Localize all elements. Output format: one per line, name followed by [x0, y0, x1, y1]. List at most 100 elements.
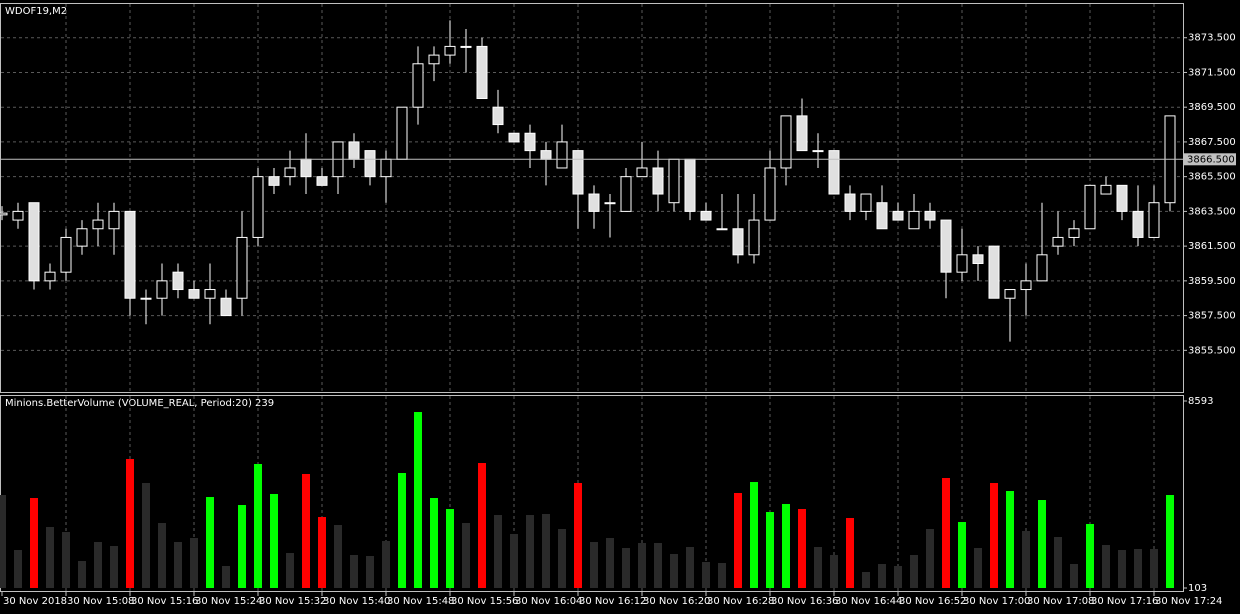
candle-body [108, 210, 120, 230]
candle-body [252, 176, 264, 238]
x-tick-label: 30 Nov 15:24 [195, 596, 262, 607]
candle-body [92, 219, 104, 230]
candle-body [76, 228, 88, 247]
volume-bar [206, 497, 214, 588]
candle-body [684, 158, 696, 212]
volume-bar [1134, 548, 1142, 588]
candle-body [476, 45, 488, 100]
volume-bar [622, 548, 630, 588]
x-tick-label: 30 Nov 15:56 [451, 596, 518, 607]
y-tick-label: 3869.500 [1188, 102, 1236, 113]
candle-body [1068, 228, 1080, 238]
volume-bar [238, 505, 246, 588]
x-tick-label: 30 Nov 16:28 [707, 596, 774, 607]
volume-bar [510, 533, 518, 588]
candle-body [732, 228, 744, 256]
volume-bar [350, 555, 358, 588]
volume-bar [46, 527, 54, 588]
volume-bar [958, 522, 966, 588]
volume-bar [174, 542, 182, 588]
candle-body [572, 150, 584, 195]
volume-bar [78, 560, 86, 588]
volume-bar [942, 478, 950, 588]
volume-bar [1070, 563, 1078, 588]
candle-body [796, 115, 808, 152]
volume-bar [782, 503, 790, 588]
candle-body [924, 210, 936, 221]
candle-body [844, 193, 856, 212]
candle-body [268, 176, 280, 186]
volume-bar [574, 483, 582, 588]
volume-bar [494, 515, 502, 588]
volume-bar [462, 523, 470, 588]
volume-bar [446, 508, 454, 588]
volume-bar [1102, 545, 1110, 588]
volume-bar [286, 553, 294, 588]
y-tick-label: 3865.500 [1188, 172, 1236, 183]
candle-body [1004, 289, 1016, 299]
candle-body [300, 158, 312, 178]
candle-body [956, 254, 968, 273]
volume-bar [638, 543, 646, 588]
x-tick-label: 30 Nov 2018 [3, 596, 67, 607]
price-label: 3866.500 [1187, 154, 1235, 165]
candle-body [1084, 184, 1096, 230]
candle-body [364, 150, 376, 178]
volume-bar [1054, 537, 1062, 588]
candle-body [44, 271, 56, 282]
volume-bar [190, 538, 198, 588]
volume-bar [750, 482, 758, 588]
y-tick-label: 3873.500 [1188, 33, 1236, 44]
candle-body [316, 176, 328, 186]
volume-bar [526, 515, 534, 588]
volume-bar [590, 542, 598, 588]
candle-body [412, 63, 424, 108]
x-tick-label: 30 Nov 17:00 [963, 596, 1030, 607]
volume-bar [846, 518, 854, 588]
candle-body [380, 158, 392, 178]
candle-body [940, 219, 952, 273]
volume-panel [0, 395, 1184, 592]
candle-body [652, 167, 664, 195]
x-tick-label: 30 Nov 16:36 [771, 596, 838, 607]
candle-body [0, 212, 8, 216]
candle-body [588, 193, 600, 212]
volume-bar [670, 554, 678, 588]
volume-bar [974, 548, 982, 588]
candle-body [604, 202, 616, 205]
candle-body [876, 202, 888, 230]
volume-bar [558, 528, 566, 588]
x-tick-label: 30 Nov 16:12 [579, 596, 646, 607]
y-tick-label: 3857.500 [1188, 311, 1236, 322]
volume-bar [222, 565, 230, 588]
x-tick-label: 30 Nov 15:16 [131, 596, 198, 607]
candle-body [28, 202, 40, 282]
candle-body [492, 106, 504, 126]
candle-body [620, 176, 632, 212]
candle-body [972, 254, 984, 264]
volume-bar [110, 545, 118, 588]
volume-bar [686, 547, 694, 588]
y-tick-label: 3855.500 [1188, 345, 1236, 356]
candle-body [60, 236, 72, 273]
price-label-box [1184, 153, 1236, 166]
volume-bar [1022, 530, 1030, 588]
volume-bar [862, 572, 870, 588]
candle-body [764, 167, 776, 221]
volume-bar [158, 523, 166, 588]
y-tick-label: 8593 [1188, 396, 1213, 407]
volume-bar [702, 561, 710, 588]
candle-body [1132, 210, 1144, 238]
y-tick-label: 103 [1188, 583, 1207, 594]
volume-bar [270, 493, 278, 588]
x-tick-label: 30 Nov 15:08 [67, 596, 134, 607]
volume-bar [990, 483, 998, 588]
volume-bar [766, 512, 774, 588]
candle-body [892, 210, 904, 221]
candle-body [1052, 236, 1064, 247]
x-tick-label: 30 Nov 17:24 [1155, 596, 1222, 607]
chart-title: WDOF19,M2 [5, 6, 67, 17]
volume-bar [734, 493, 742, 588]
volume-bar [14, 550, 22, 588]
